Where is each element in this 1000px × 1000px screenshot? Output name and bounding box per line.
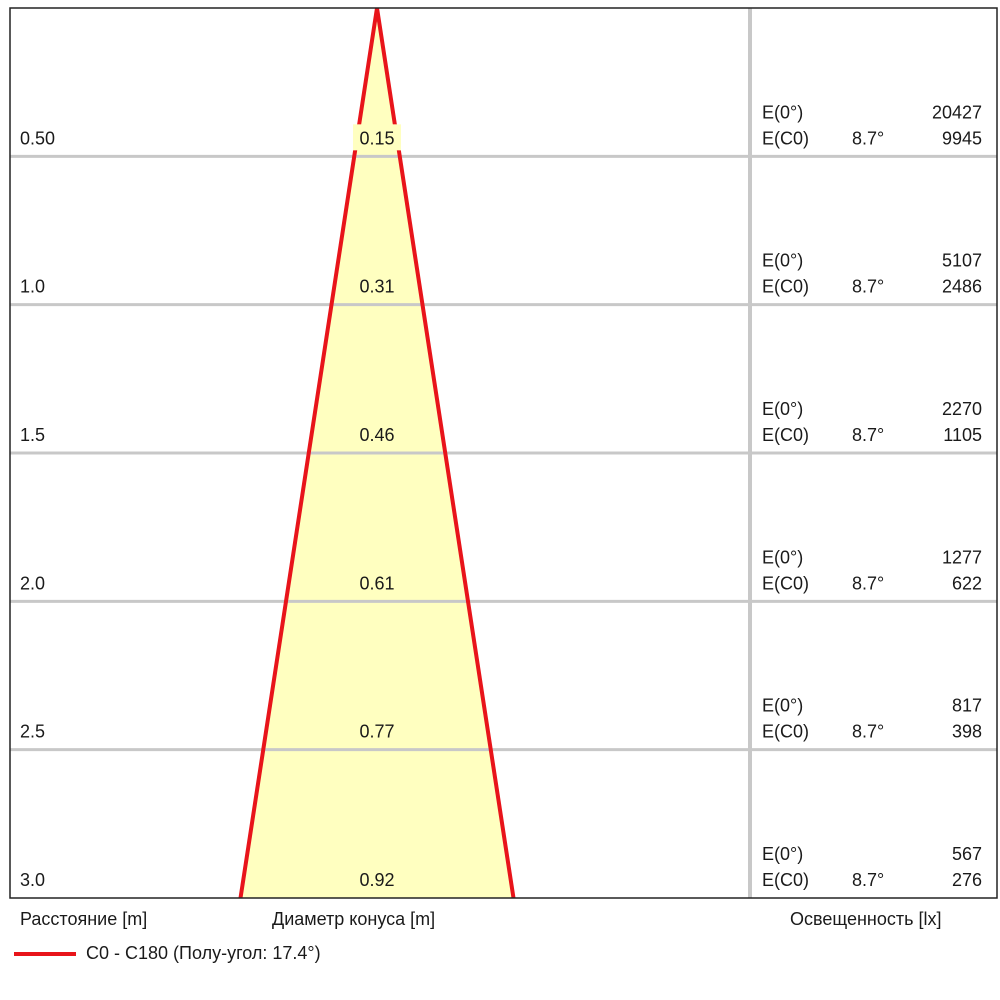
legend-line-swatch xyxy=(14,951,76,956)
ec0-value: 9945 xyxy=(942,128,982,148)
ec0-value: 622 xyxy=(952,573,982,593)
e0-label: E(0°) xyxy=(762,547,803,567)
diameter-label: 0.15 xyxy=(359,128,394,148)
row-2.5: 2.5 0.77 E(0°) 817 E(C0) 8.7° 398 xyxy=(20,696,982,744)
diameter-label: 0.46 xyxy=(359,425,394,445)
distance-label: 3.0 xyxy=(20,870,45,890)
distance-label: 0.50 xyxy=(20,128,55,148)
distance-label: 1.5 xyxy=(20,425,45,445)
half-angle: 8.7° xyxy=(852,277,884,297)
ec0-label: E(C0) xyxy=(762,425,809,445)
diameter-label: 0.92 xyxy=(359,870,394,890)
ec0-label: E(C0) xyxy=(762,128,809,148)
distance-label: 1.0 xyxy=(20,277,45,297)
ec0-value: 2486 xyxy=(942,277,982,297)
ec0-value: 276 xyxy=(952,870,982,890)
ec0-label: E(C0) xyxy=(762,277,809,297)
e0-label: E(0°) xyxy=(762,844,803,864)
cone-edge-left xyxy=(238,7,379,899)
e0-label: E(0°) xyxy=(762,399,803,419)
diameter-label-bg xyxy=(353,866,401,892)
e0-value: 817 xyxy=(952,696,982,716)
row-1.0: 1.0 0.31 E(0°) 5107 E(C0) 8.7° 2486 xyxy=(20,251,982,299)
e0-value: 2270 xyxy=(942,399,982,419)
ec0-label: E(C0) xyxy=(762,573,809,593)
diameter-label: 0.77 xyxy=(359,722,394,742)
distance-label: 2.0 xyxy=(20,573,45,593)
diameter-label-bg xyxy=(353,421,401,447)
diameter-axis-label: Диаметр конуса [m] xyxy=(272,909,436,929)
diagram-border xyxy=(9,7,998,899)
half-angle: 8.7° xyxy=(852,722,884,742)
e0-label: E(0°) xyxy=(762,102,803,122)
diameter-label-bg xyxy=(353,124,401,151)
legend: C0 - C180 (Полу-угол: 17.4°) xyxy=(14,943,321,964)
ec0-value: 398 xyxy=(952,722,982,742)
ec0-label: E(C0) xyxy=(762,722,809,742)
diameter-label-bg xyxy=(353,569,401,596)
illuminance-axis-label: Освещенность [lx] xyxy=(790,909,942,929)
row-1.5: 1.5 0.46 E(0°) 2270 E(C0) 8.7° 1105 xyxy=(20,399,982,447)
e0-value: 5107 xyxy=(942,251,982,271)
e0-label: E(0°) xyxy=(762,251,803,271)
cone-edge-right xyxy=(375,7,516,899)
half-angle: 8.7° xyxy=(852,573,884,593)
row-3.0: 3.0 0.92 E(0°) 567 E(C0) 8.7° 276 xyxy=(20,844,982,892)
legend-label: C0 - C180 (Полу-угол: 17.4°) xyxy=(86,943,321,963)
cone-diagram: 0.50 0.15 E(0°) 20427 E(C0) 8.7° 9945 1.0 0.31 E(… xyxy=(9,7,998,899)
diameter-label: 0.31 xyxy=(359,277,394,297)
row-2.0: 2.0 0.61 E(0°) 1277 E(C0) 8.7° 622 xyxy=(20,547,982,596)
distance-axis-label: Расстояние [m] xyxy=(20,909,148,929)
half-angle: 8.7° xyxy=(852,128,884,148)
ec0-label: E(C0) xyxy=(762,870,809,890)
distance-label: 2.5 xyxy=(20,722,45,742)
e0-value: 1277 xyxy=(942,547,982,567)
e0-value: 567 xyxy=(952,844,982,864)
e0-label: E(0°) xyxy=(762,696,803,716)
row-0.50: 0.50 0.15 E(0°) 20427 E(C0) 8.7° 9945 xyxy=(20,102,982,151)
half-angle: 8.7° xyxy=(852,870,884,890)
half-angle: 8.7° xyxy=(852,425,884,445)
diameter-label: 0.61 xyxy=(359,573,394,593)
e0-value: 20427 xyxy=(932,102,982,122)
diameter-label-bg xyxy=(353,272,401,299)
ec0-value: 1105 xyxy=(943,425,982,445)
diameter-label-bg xyxy=(353,717,401,744)
